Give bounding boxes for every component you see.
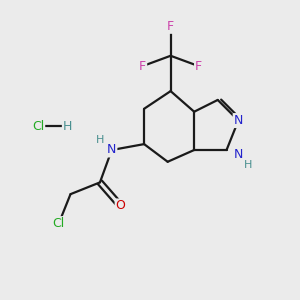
Text: F: F — [167, 20, 174, 33]
Text: O: O — [116, 200, 125, 212]
Text: N: N — [107, 143, 116, 157]
Text: H: H — [63, 120, 72, 133]
Text: Cl: Cl — [32, 120, 44, 133]
Text: N: N — [234, 148, 243, 161]
Text: F: F — [139, 60, 146, 73]
Text: H: H — [244, 160, 253, 170]
Text: H: H — [96, 135, 104, 145]
Text: Cl: Cl — [52, 217, 65, 230]
Text: N: N — [234, 114, 243, 127]
Text: F: F — [195, 60, 202, 73]
